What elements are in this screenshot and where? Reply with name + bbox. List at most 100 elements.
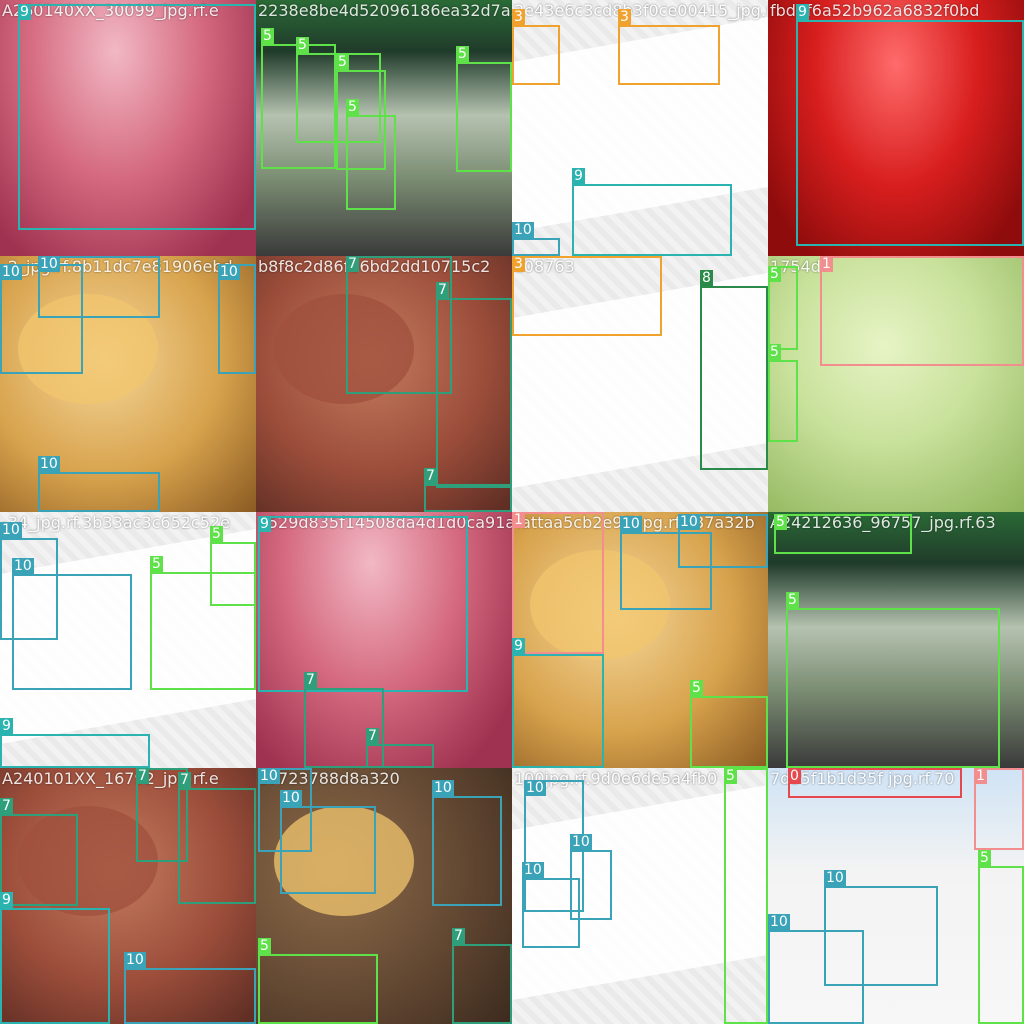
- box-label: 5: [978, 850, 991, 866]
- box-label: 5: [456, 46, 469, 62]
- bounding-box: 7: [136, 768, 188, 862]
- bounding-box: 5: [978, 850, 1024, 1024]
- mosaic-tile: a08763 3 8: [512, 256, 768, 512]
- bounding-box: 7: [366, 728, 434, 768]
- tile-filename: a08763: [514, 257, 575, 276]
- mosaic-tile: e529d835f14508da4d1d0ca91a7 9 7 7: [256, 512, 512, 768]
- bounding-box: 10: [678, 514, 768, 568]
- box-label: 7: [452, 928, 465, 944]
- bounding-box: 5: [690, 680, 768, 768]
- tile-filename: fbd1f6a52b962a6832f0bd: [770, 1, 980, 20]
- box-label: 9: [18, 4, 31, 20]
- bounding-box: 5: [258, 938, 378, 1024]
- tile-filename: A240101XX_16792_jpg.rf.e: [2, 769, 219, 788]
- box-label: 10: [38, 456, 60, 472]
- box-label: 10: [524, 780, 546, 796]
- box-label: 5: [336, 54, 349, 70]
- box-label: 7: [0, 798, 13, 814]
- box-label: 9: [512, 638, 525, 654]
- tile-image: [768, 0, 1024, 256]
- mosaic-tile: A260140XX_30099_jpg.rf.e 9: [0, 0, 256, 256]
- bounding-box: 5: [150, 556, 256, 690]
- tile-filename: 100jpg.rf.9d0e6de5a4fb0: [514, 769, 718, 788]
- box-label: 5: [346, 99, 359, 115]
- bounding-box: 1: [820, 256, 1024, 366]
- box-label: 9: [572, 168, 585, 184]
- bounding-box: 7: [304, 672, 384, 768]
- box-label: 3: [618, 9, 631, 25]
- bounding-box: 10: [124, 952, 256, 1024]
- mosaic-tile: 2e43e6c3cd8b3f0ce00415_jpg.rf.16dc13 3 9 10: [512, 0, 768, 256]
- bounding-box: 0: [788, 768, 962, 798]
- tile-filename: 2238e8be4d52096186ea32d7a3586c0: [258, 1, 512, 20]
- mosaic-tile: e7723788d8a320 10 10 10 7 5: [256, 768, 512, 1024]
- box-label: 1: [974, 768, 987, 784]
- bounding-box: 10: [620, 516, 712, 610]
- box-label: 5: [774, 514, 787, 530]
- box-label: 10: [432, 780, 454, 796]
- box-label: 10: [620, 516, 642, 532]
- mosaic-tile: b8f8c2d86f86bd2dd10715c2 7 7 7: [256, 256, 512, 512]
- box-label: 5: [258, 938, 271, 954]
- mosaic-tile: A24212636_96757_jpg.rf.63 5 5: [768, 512, 1024, 768]
- mosaic-tile: 2238e8be4d52096186ea32d7a3586c0 5 5 5 5 5: [256, 0, 512, 256]
- box-label: 10: [38, 256, 60, 272]
- produce-shape: [530, 550, 670, 660]
- bounding-box: 10: [768, 914, 864, 1024]
- box-label: 5: [210, 526, 223, 542]
- tile-filename: 2e43e6c3cd8b3f0ce00415_jpg.rf.16dc1: [514, 1, 768, 20]
- tile-filename: b8f8c2d86f86bd2dd10715c2: [258, 257, 491, 276]
- bounding-box: 7: [346, 256, 452, 394]
- bounding-box: 1: [512, 512, 604, 654]
- box-label: 9: [258, 516, 271, 532]
- tile-image: [768, 512, 1024, 768]
- box-label: 5: [261, 28, 274, 44]
- mosaic-tile: fbd1f6a52b962a6832f0bd 9: [768, 0, 1024, 256]
- box-label: 10: [218, 264, 240, 280]
- tile-image: [256, 512, 512, 768]
- bounding-box: 5: [336, 54, 386, 170]
- box-label: 10: [0, 264, 22, 280]
- bounding-box: 9: [572, 168, 732, 256]
- tile-filename: -34_jpg.rf.3b33ac3c652c52e: [2, 513, 230, 532]
- bounding-box: 5: [210, 526, 256, 606]
- box-label: 5: [150, 556, 163, 572]
- bounding-box: 5: [768, 266, 798, 350]
- tile-filename: e529d835f14508da4d1d0ca91a7: [258, 513, 512, 532]
- bounding-box: 5: [724, 768, 768, 1024]
- bounding-box: 3: [512, 9, 560, 85]
- box-label: 10: [12, 558, 34, 574]
- mosaic-tile: 1754d 5 5 1: [768, 256, 1024, 512]
- mosaic-tile: 7d35f1b1d35f jpg.rf.70 0 1 10 10 5: [768, 768, 1024, 1024]
- bounding-box: 10: [0, 522, 58, 640]
- bounding-box: 9: [258, 516, 468, 692]
- tile-filename: A24212636_96757_jpg.rf.63: [770, 513, 996, 532]
- tile-image: [768, 256, 1024, 512]
- bounding-box: 7: [424, 468, 512, 512]
- box-label: 10: [124, 952, 146, 968]
- bounding-box: 1: [974, 768, 1024, 850]
- bounding-box: 10: [512, 222, 560, 256]
- bounding-box: 5: [346, 99, 396, 210]
- bounding-box: 10: [432, 780, 502, 906]
- bounding-box: 10: [280, 790, 376, 894]
- box-label: 10: [258, 768, 280, 784]
- bounding-box: 5: [786, 592, 1000, 768]
- produce-shape: [274, 294, 414, 404]
- bounding-box: 9: [0, 718, 150, 768]
- tile-image: [0, 0, 256, 256]
- box-label: 10: [0, 522, 22, 538]
- box-label: 10: [678, 514, 700, 530]
- bounding-box: 10: [38, 256, 160, 318]
- mosaic-tile: Tattaa5cb2e9f2jpg.rf.a87a32b1101095: [512, 512, 768, 768]
- bounding-box: 5: [774, 514, 912, 554]
- box-label: 7: [366, 728, 379, 744]
- box-label: 10: [512, 222, 534, 238]
- box-label: 7: [436, 282, 449, 298]
- bounding-box: 9: [796, 4, 1024, 246]
- bounding-box: 10: [824, 870, 938, 986]
- box-label: 7: [304, 672, 317, 688]
- bounding-box: 5: [456, 46, 512, 172]
- box-label: 10: [280, 790, 302, 806]
